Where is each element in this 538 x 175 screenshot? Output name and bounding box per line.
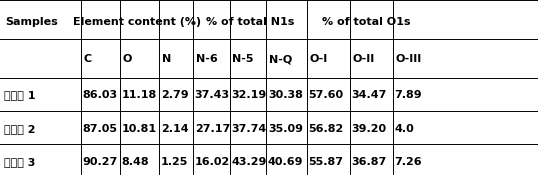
Text: 90.27: 90.27 [82,157,118,167]
Text: 实施例 1: 实施例 1 [4,90,36,100]
Text: 40.69: 40.69 [268,157,303,167]
Text: 34.47: 34.47 [351,90,387,100]
Text: 36.87: 36.87 [351,157,387,167]
Text: O-III: O-III [395,54,422,65]
Text: 11.18: 11.18 [122,90,157,100]
Text: 37.74: 37.74 [231,124,267,134]
Text: O: O [123,54,132,65]
Text: N: N [162,54,171,65]
Text: 27.17: 27.17 [195,124,230,134]
Text: 39.20: 39.20 [351,124,386,134]
Text: C: C [83,54,91,65]
Text: 87.05: 87.05 [82,124,117,134]
Text: 43.29: 43.29 [231,157,267,167]
Text: 86.03: 86.03 [82,90,117,100]
Text: % of total O1s: % of total O1s [322,17,410,27]
Text: O-I: O-I [309,54,328,65]
Text: 1.25: 1.25 [161,157,188,167]
Text: 10.81: 10.81 [122,124,157,134]
Text: 35.09: 35.09 [268,124,303,134]
Text: Element content (%): Element content (%) [73,17,201,27]
Text: % of total N1s: % of total N1s [206,17,294,27]
Text: 37.43: 37.43 [195,90,230,100]
Text: N-Q: N-Q [269,54,292,65]
Text: Samples: Samples [5,17,58,27]
Text: O-II: O-II [352,54,374,65]
Text: 实施例 3: 实施例 3 [4,157,36,167]
Text: 实施例 2: 实施例 2 [4,124,36,134]
Text: N-5: N-5 [232,54,254,65]
Text: 56.82: 56.82 [308,124,344,134]
Text: 32.19: 32.19 [231,90,267,100]
Text: 4.0: 4.0 [394,124,414,134]
Text: 30.38: 30.38 [268,90,303,100]
Text: 2.14: 2.14 [161,124,188,134]
Text: 8.48: 8.48 [122,157,149,167]
Text: 2.79: 2.79 [161,90,188,100]
Text: 57.60: 57.60 [308,90,343,100]
Text: 7.89: 7.89 [394,90,422,100]
Text: N-6: N-6 [196,54,217,65]
Text: 55.87: 55.87 [308,157,343,167]
Text: 7.26: 7.26 [394,157,422,167]
Text: 16.02: 16.02 [195,157,230,167]
